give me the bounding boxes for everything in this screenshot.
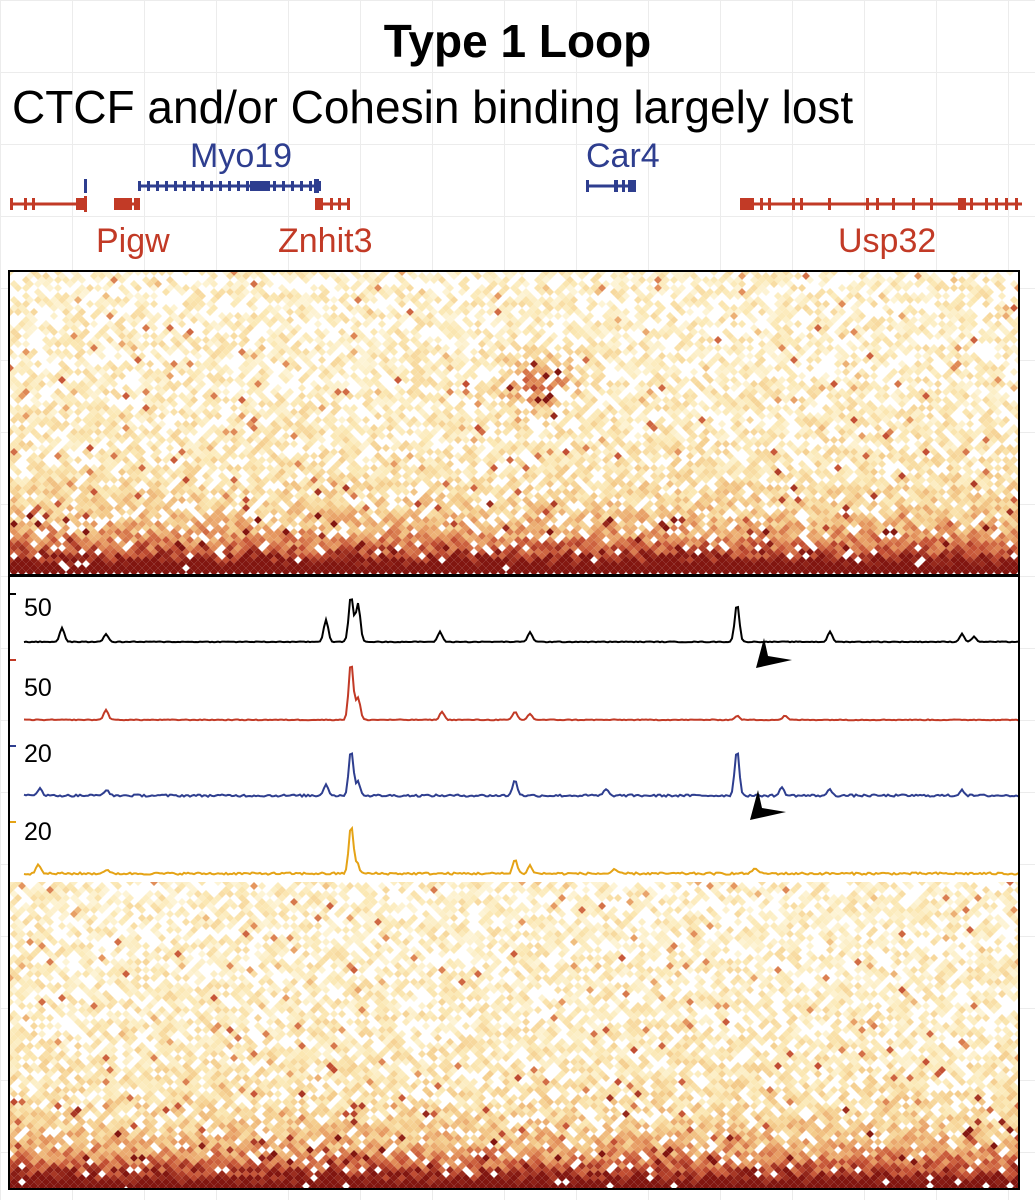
track-scale-3: 20: [24, 740, 52, 768]
track-scale-2: 50: [24, 674, 52, 702]
panel-separator: [10, 574, 1018, 577]
gene-label-znhit3: Znhit3: [278, 222, 373, 260]
gene-glyph-usp32: [740, 198, 1022, 210]
gene-label-pigw: Pigw: [96, 222, 170, 260]
gene-glyph-pigw-right: [114, 198, 140, 210]
main-panel: 50 50 20 20: [8, 270, 1020, 1190]
arrowhead-icon-2: [750, 790, 786, 820]
figure-subtitle: CTCF and/or Cohesin binding largely lost: [12, 81, 854, 133]
hic-heatmap-bottom: [10, 882, 1018, 1188]
track-scale-4: 20: [24, 818, 52, 846]
chip-track-3-signal: [23, 752, 1018, 799]
gene-glyph-myo19: [84, 179, 321, 193]
hic-bottom-cells: [10, 882, 1018, 1188]
chip-track-2-signal: [23, 665, 1018, 722]
track-scale-1: 50: [24, 594, 52, 622]
chip-track-1-signal: [23, 598, 1018, 644]
hic-top-cells: [10, 272, 1018, 574]
gene-glyph-znhit3: [315, 198, 350, 210]
gene-glyph-pigw-left: [10, 196, 87, 212]
arrowhead-icon-1: [756, 638, 792, 668]
figure-title: Type 1 Loop: [383, 15, 652, 67]
gene-glyph-car4: [586, 180, 636, 192]
gene-label-myo19: Myo19: [190, 137, 293, 175]
gene-annotation-track: [10, 179, 1022, 212]
chip-track-4-signal: [23, 825, 1018, 877]
hic-heatmap-top: [10, 272, 1018, 574]
chip-seq-tracks: [10, 593, 1018, 877]
gene-label-car4: Car4: [586, 137, 660, 175]
gene-label-usp32: Usp32: [838, 222, 937, 260]
